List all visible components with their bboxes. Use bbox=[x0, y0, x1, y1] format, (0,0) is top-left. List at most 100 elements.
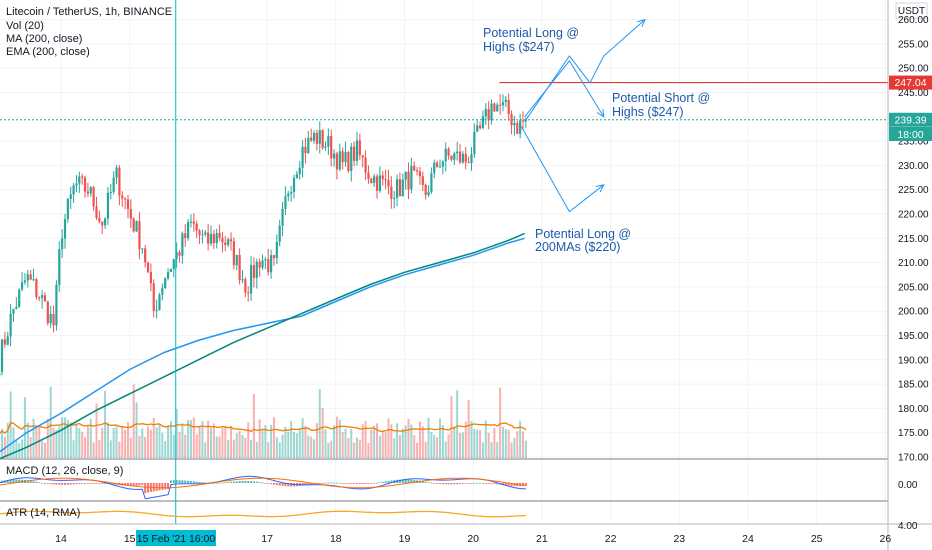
volume-bar bbox=[244, 437, 247, 458]
candle-body bbox=[195, 223, 198, 231]
volume-bar bbox=[241, 435, 244, 458]
candle-body bbox=[484, 109, 487, 117]
macd-bar bbox=[112, 483, 115, 485]
macd-bar bbox=[353, 483, 356, 484]
candle-body bbox=[43, 295, 47, 302]
volume-bar bbox=[32, 418, 35, 458]
candle-body bbox=[281, 208, 284, 226]
macd-bar bbox=[413, 480, 416, 483]
macd-bar bbox=[104, 483, 107, 484]
volume-bar bbox=[144, 437, 147, 458]
candle-body bbox=[496, 104, 499, 112]
candle-body bbox=[312, 132, 316, 141]
macd-bar bbox=[456, 483, 459, 485]
macd-bar bbox=[235, 481, 238, 483]
volume-bar bbox=[401, 428, 404, 458]
candle-body bbox=[249, 265, 253, 294]
volume-bar bbox=[479, 429, 482, 458]
macd-bar bbox=[307, 483, 310, 485]
volume-bar bbox=[484, 420, 487, 458]
indicator-vol-label[interactable]: Vol (20) bbox=[6, 20, 44, 32]
candle-body bbox=[361, 155, 364, 158]
volume-bar bbox=[98, 439, 101, 458]
macd-bar bbox=[89, 483, 92, 484]
volume-bar bbox=[121, 425, 124, 458]
candle-body bbox=[181, 233, 184, 256]
candle-body bbox=[335, 153, 339, 170]
macd-bar bbox=[95, 483, 98, 484]
candle-body bbox=[121, 195, 124, 199]
macd-bar bbox=[464, 483, 467, 484]
candle-body bbox=[83, 177, 87, 192]
volume-bar bbox=[181, 423, 184, 458]
time-tick-label: 22 bbox=[605, 533, 617, 545]
macd-bar bbox=[172, 480, 175, 483]
volume-bar bbox=[26, 422, 29, 458]
price-tick-label: 250.00 bbox=[898, 64, 929, 75]
volume-bar bbox=[281, 434, 284, 458]
volume-bar bbox=[89, 418, 92, 458]
volume-bar bbox=[373, 425, 376, 458]
volume-bar bbox=[55, 430, 58, 458]
candle-body bbox=[164, 278, 167, 289]
macd-bar bbox=[132, 483, 135, 486]
volume-bar bbox=[81, 431, 84, 458]
candle-body bbox=[63, 218, 67, 239]
indicator-ma-label[interactable]: MA (200, close) bbox=[6, 33, 82, 45]
candle-body bbox=[350, 146, 353, 171]
macd-axis-zero: 0.00 bbox=[898, 480, 918, 491]
indicator-ema-label[interactable]: EMA (200, close) bbox=[6, 46, 90, 58]
currency-box[interactable] bbox=[895, 2, 928, 19]
candle-body bbox=[258, 261, 261, 268]
volume-bar bbox=[15, 439, 18, 458]
volume-bar bbox=[304, 425, 307, 458]
candle-body bbox=[241, 279, 244, 281]
volume-bar bbox=[438, 418, 441, 458]
candle-body bbox=[415, 170, 419, 172]
volume-bar bbox=[126, 422, 129, 458]
time-tick-label: 25 bbox=[811, 533, 823, 545]
candle-body bbox=[344, 152, 347, 163]
price-tick-label: 190.00 bbox=[898, 355, 929, 366]
macd-bar bbox=[247, 481, 250, 483]
volume-bar bbox=[212, 423, 215, 458]
volume-bar bbox=[376, 423, 379, 458]
volume-bar bbox=[501, 426, 504, 458]
candle-body bbox=[46, 301, 49, 324]
volume-bar bbox=[209, 428, 212, 458]
macd-bar bbox=[215, 482, 218, 484]
countdown-box bbox=[889, 127, 932, 141]
macd-bar bbox=[275, 483, 278, 486]
macd-bar bbox=[66, 483, 69, 485]
macd-bar bbox=[335, 482, 338, 484]
price-tick-label: 195.00 bbox=[898, 331, 929, 342]
volume-bar bbox=[227, 439, 230, 458]
volume-bar bbox=[218, 436, 221, 458]
volume-bar bbox=[293, 431, 296, 458]
crosshair-time-box bbox=[136, 530, 216, 546]
macd-bar bbox=[310, 483, 313, 485]
volume-bar bbox=[499, 387, 502, 458]
annotation-long-highs-line2: Highs ($247) bbox=[483, 40, 555, 54]
ma-200-line bbox=[0, 237, 525, 453]
candle-body bbox=[304, 146, 307, 154]
macd-bar bbox=[52, 483, 55, 485]
macd-bar bbox=[473, 482, 476, 484]
volume-bar bbox=[504, 429, 507, 458]
candle-body bbox=[321, 130, 324, 148]
atr-label[interactable]: ATR (14, RMA) bbox=[6, 507, 80, 519]
candle-body bbox=[275, 241, 278, 259]
candle-body bbox=[332, 153, 336, 159]
macd-bar bbox=[407, 479, 410, 483]
macd-label[interactable]: MACD (12, 26, close, 9) bbox=[6, 465, 123, 477]
macd-bar bbox=[218, 482, 221, 484]
macd-bar bbox=[410, 479, 413, 483]
volume-bar bbox=[450, 395, 453, 458]
candle-body bbox=[373, 176, 376, 184]
macd-bar bbox=[284, 483, 287, 487]
time-tick-label: 15 bbox=[124, 533, 136, 545]
volume-bar bbox=[155, 427, 158, 458]
volume-bar bbox=[470, 421, 473, 458]
